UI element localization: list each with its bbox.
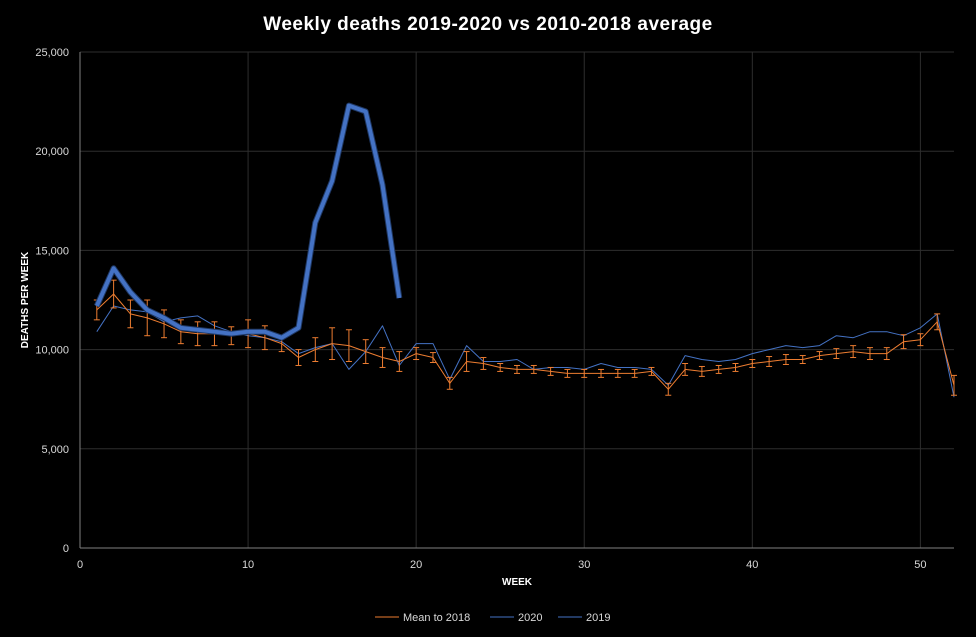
grid: [80, 51, 954, 548]
series-layer: [93, 102, 957, 398]
series-2020: [94, 102, 403, 341]
y-tick-label: 20,000: [35, 146, 69, 158]
legend-label: Mean to 2018: [403, 612, 470, 624]
x-tick-label: 10: [242, 559, 254, 571]
x-tick-label: 40: [746, 559, 758, 571]
x-tick-label: 20: [410, 559, 422, 571]
legend-item: 2019: [558, 612, 610, 624]
legend-label: 2019: [586, 612, 610, 624]
y-tick-label: 15,000: [35, 245, 69, 257]
series-mean-to-2018: [93, 279, 957, 396]
x-tick-labels: 0 10 20 30 40 50: [77, 559, 927, 571]
x-tick-label: 0: [77, 559, 83, 571]
legend-item: Mean to 2018: [375, 612, 470, 624]
series-line: [94, 103, 402, 340]
y-tick-label: 25,000: [35, 47, 69, 59]
series-line: [96, 305, 955, 398]
y-tick-label: 5,000: [41, 444, 69, 456]
y-axis-label: DEATHS PER WEEK: [20, 251, 31, 348]
legend-label: 2020: [518, 612, 542, 624]
y-tick-label: 0: [63, 543, 69, 555]
y-tick-label: 10,000: [35, 345, 69, 357]
x-tick-label: 50: [914, 559, 926, 571]
axes: [79, 52, 954, 549]
chart-title: Weekly deaths 2019-2020 vs 2010-2018 ave…: [263, 14, 712, 35]
series-2019: [96, 305, 955, 398]
x-axis-label: WEEK: [502, 577, 533, 588]
y-tick-labels: 0 5,000 10,000 15,000 20,000 25,000: [35, 47, 69, 555]
legend: Mean to 2018 2020 2019: [375, 612, 610, 624]
legend-item: 2020: [490, 612, 542, 624]
x-tick-label: 30: [578, 559, 590, 571]
